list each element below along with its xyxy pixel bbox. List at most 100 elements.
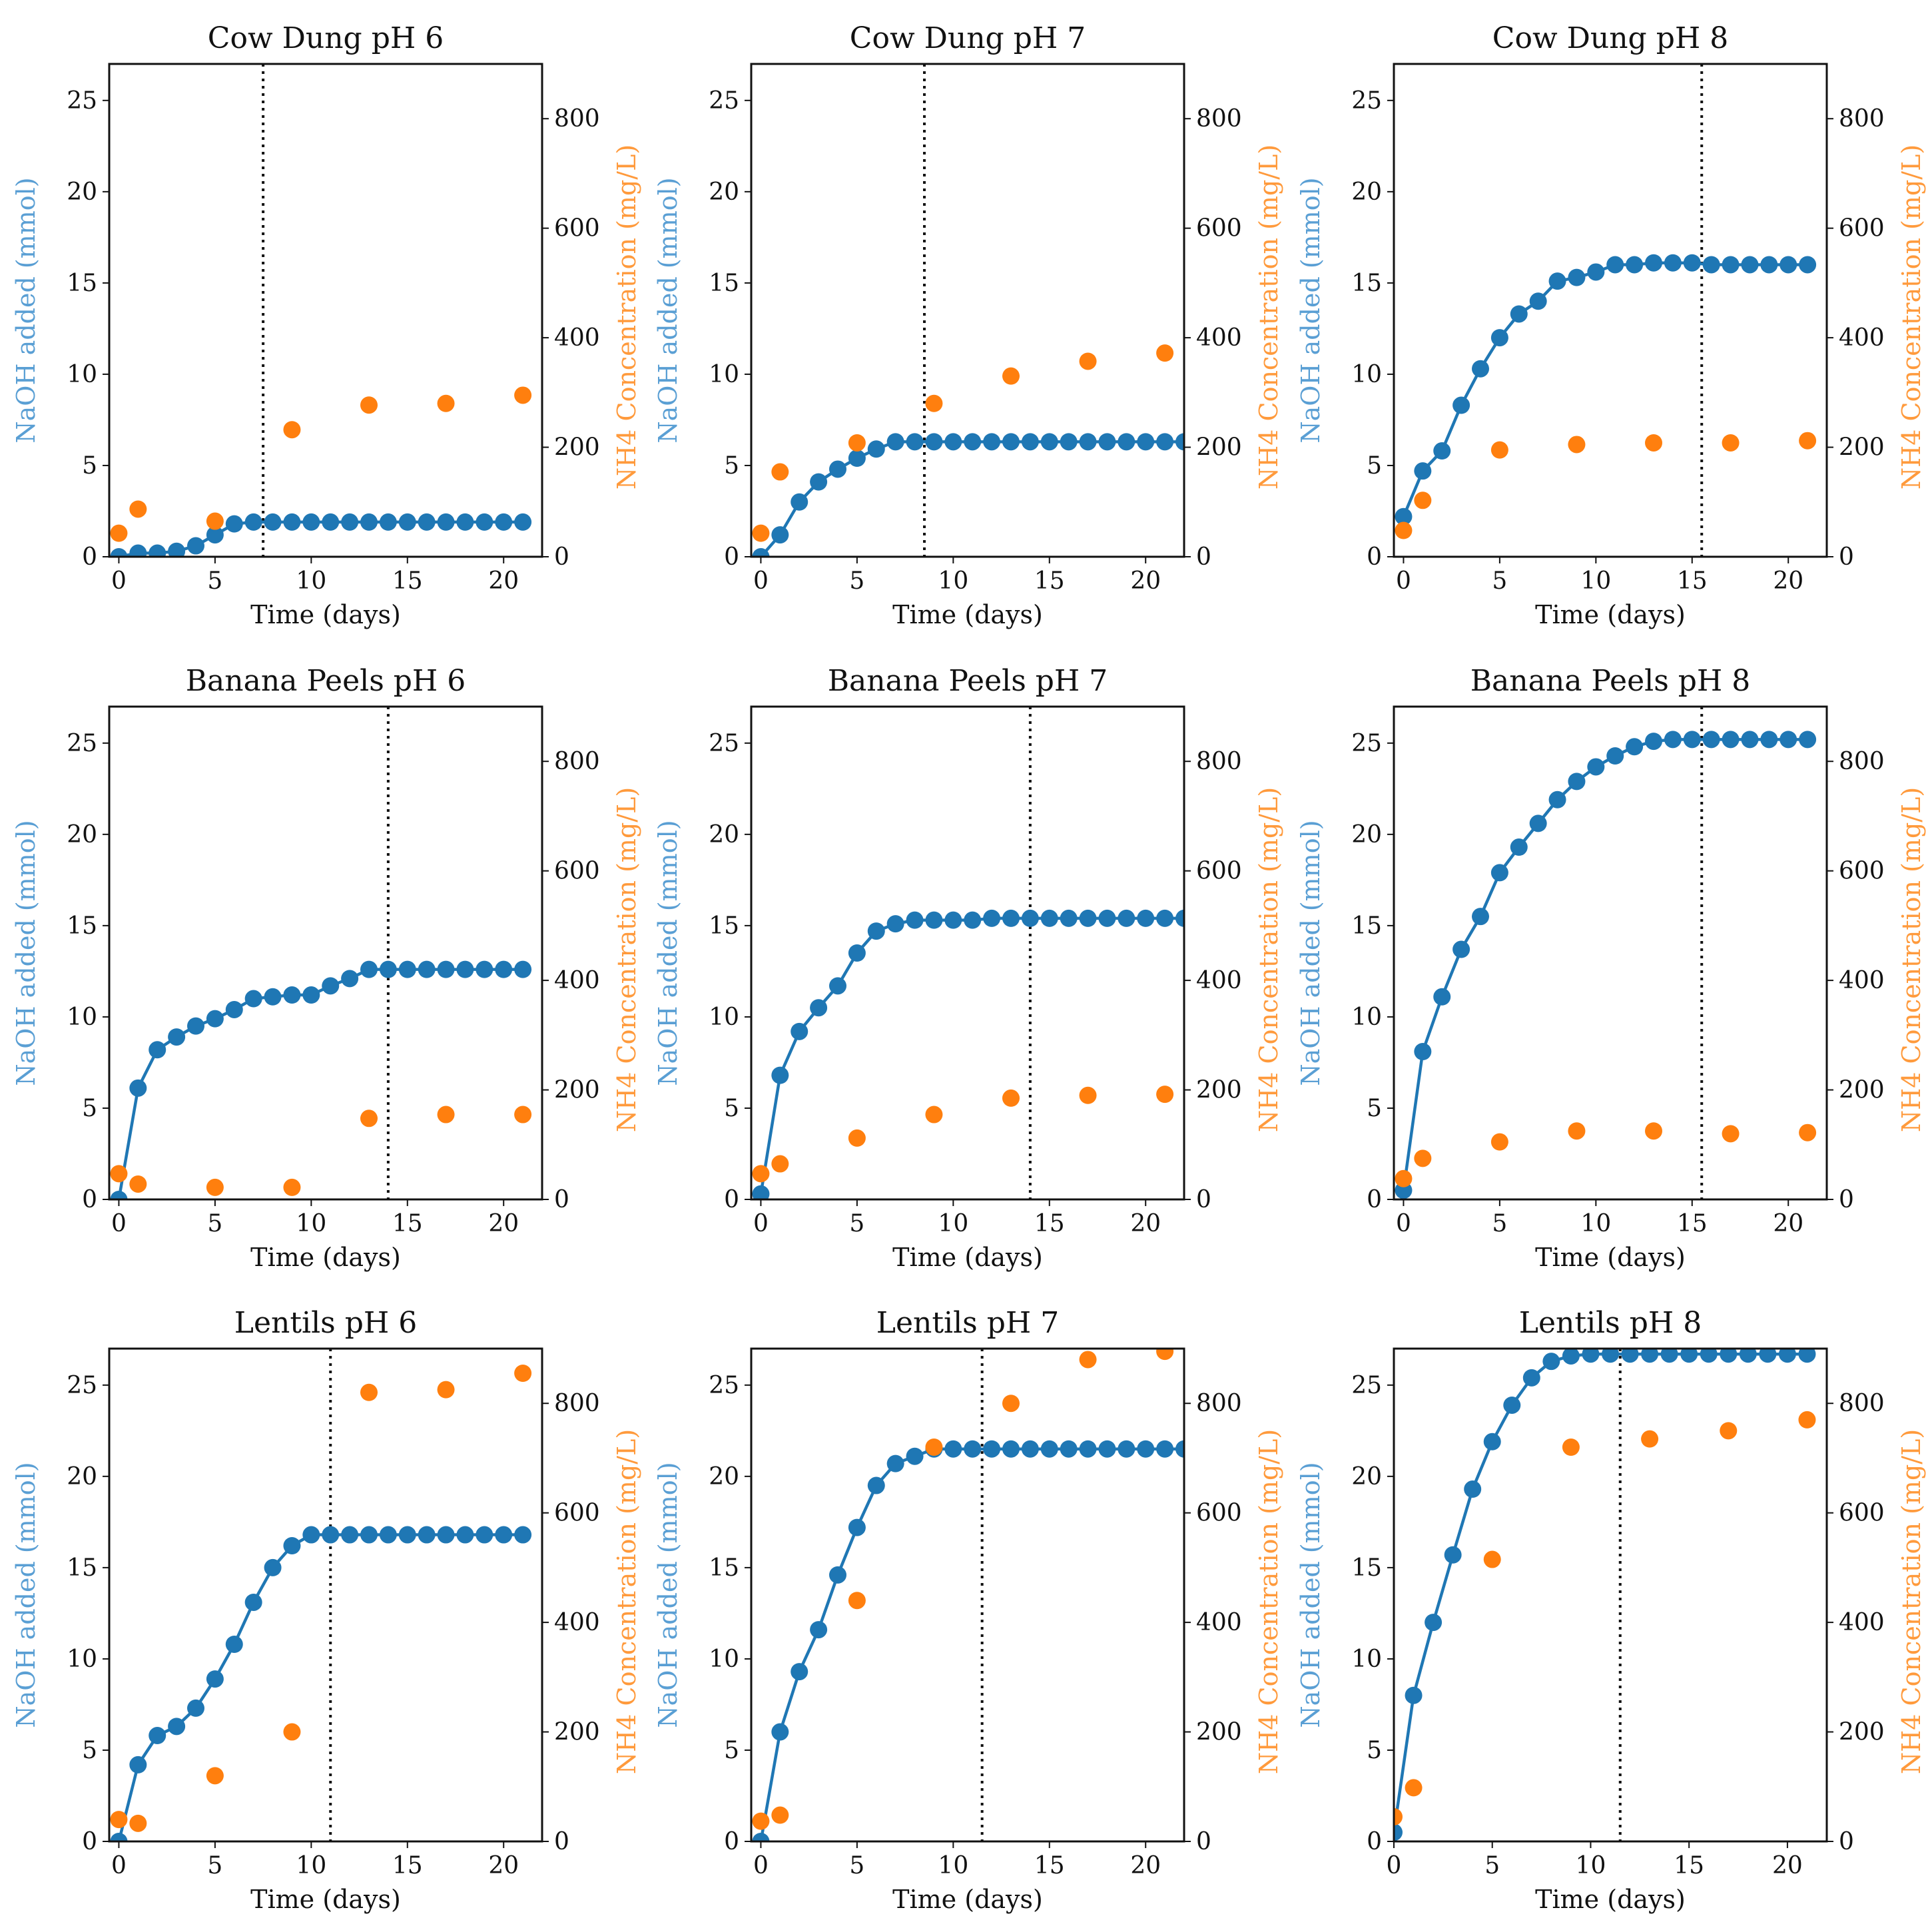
y-left-axis-label: NaOH added (mmol) bbox=[653, 1462, 683, 1728]
y-right-tick-label: 400 bbox=[1196, 1609, 1242, 1636]
y-right-axis-label: NH4 Concentration (mg/L) bbox=[1254, 787, 1283, 1132]
naoh-point bbox=[771, 526, 789, 544]
nh4-point bbox=[1568, 1122, 1586, 1140]
naoh-point bbox=[1529, 292, 1547, 310]
naoh-point bbox=[1626, 738, 1644, 756]
naoh-point bbox=[1425, 1614, 1443, 1632]
naoh-point bbox=[1137, 909, 1155, 927]
y-left-axis-label: NaOH added (mmol) bbox=[11, 177, 41, 443]
naoh-series-line bbox=[117, 968, 523, 1199]
y-right-tick-label: 0 bbox=[1196, 1186, 1211, 1213]
x-tick-label: 10 bbox=[1576, 1852, 1606, 1879]
plot-area bbox=[752, 1349, 1184, 1841]
subplot-title: Banana Peels pH 8 bbox=[1470, 664, 1751, 698]
naoh-point bbox=[925, 433, 943, 451]
plot-area bbox=[1394, 1349, 1816, 1841]
nh4-point bbox=[206, 1178, 224, 1196]
naoh-point bbox=[906, 1447, 924, 1465]
naoh-point bbox=[225, 515, 243, 533]
y-left-axis-label: NaOH added (mmol) bbox=[1296, 1462, 1325, 1728]
axes-frame bbox=[1393, 705, 1828, 1201]
naoh-point bbox=[1175, 433, 1184, 451]
naoh-point bbox=[1680, 1349, 1698, 1363]
naoh-point bbox=[1760, 731, 1778, 749]
naoh-point bbox=[110, 1191, 128, 1199]
naoh-series-line bbox=[119, 520, 523, 557]
naoh-point bbox=[476, 960, 493, 978]
naoh-point bbox=[379, 513, 397, 531]
plot-area bbox=[1395, 707, 1817, 1199]
naoh-point bbox=[1395, 507, 1413, 525]
naoh-point bbox=[1156, 433, 1174, 451]
nh4-point bbox=[752, 1165, 770, 1183]
naoh-point bbox=[283, 986, 301, 1004]
naoh-point bbox=[398, 1526, 416, 1544]
naoh-point bbox=[398, 513, 416, 531]
naoh-point bbox=[341, 970, 359, 988]
naoh-point bbox=[810, 1621, 828, 1639]
y-left-tick-label: 25 bbox=[709, 730, 739, 757]
y-left-tick-label: 0 bbox=[724, 543, 739, 571]
y-right-tick-label: 800 bbox=[1196, 748, 1242, 775]
y-left-tick-label: 0 bbox=[724, 1828, 739, 1855]
y-left-tick-label: 20 bbox=[67, 821, 97, 848]
x-axis-label: Time (days) bbox=[892, 1243, 1043, 1272]
naoh-point bbox=[1641, 1349, 1659, 1363]
x-axis-label: Time (days) bbox=[1535, 600, 1686, 629]
nh4-point bbox=[1395, 521, 1413, 539]
naoh-point bbox=[1702, 256, 1720, 274]
y-right-tick-label: 0 bbox=[554, 543, 569, 571]
naoh-point bbox=[983, 1440, 1001, 1458]
y-right-axis-label: NH4 Concentration (mg/L) bbox=[1254, 1429, 1283, 1774]
naoh-point bbox=[1542, 1353, 1560, 1371]
y-left-tick-label: 15 bbox=[67, 1554, 97, 1582]
naoh-point bbox=[1414, 462, 1432, 480]
naoh-point bbox=[944, 1440, 962, 1458]
naoh-point bbox=[495, 960, 513, 978]
naoh-point bbox=[1660, 1349, 1678, 1363]
naoh-point bbox=[1700, 1349, 1718, 1363]
axes-frame bbox=[108, 1347, 543, 1843]
y-left-tick-label: 25 bbox=[67, 730, 97, 757]
nh4-point bbox=[1562, 1439, 1580, 1456]
plot-area bbox=[110, 707, 532, 1199]
nh4-point bbox=[283, 1178, 301, 1196]
nh4-point bbox=[360, 1110, 378, 1127]
axes-frame bbox=[1393, 63, 1828, 558]
x-tick-label: 20 bbox=[488, 1852, 519, 1879]
y-right-tick-label: 400 bbox=[554, 967, 600, 994]
y-right-axis-label: NH4 Concentration (mg/L) bbox=[612, 1429, 641, 1774]
nh4-point bbox=[1414, 1149, 1432, 1167]
plot-area bbox=[1395, 64, 1817, 557]
naoh-point bbox=[1156, 909, 1174, 927]
nh4-point bbox=[1490, 1133, 1508, 1151]
y-left-axis-label: NaOH added (mmol) bbox=[653, 177, 683, 443]
y-right-tick-label: 600 bbox=[554, 1500, 600, 1527]
y-left-tick-label: 5 bbox=[82, 1737, 97, 1764]
y-right-tick-label: 400 bbox=[1839, 1609, 1885, 1636]
naoh-point bbox=[129, 1756, 147, 1773]
naoh-point bbox=[322, 977, 340, 995]
x-tick-label: 15 bbox=[392, 1852, 423, 1879]
naoh-point bbox=[1522, 1369, 1540, 1387]
naoh-point bbox=[1779, 256, 1797, 274]
nh4-point bbox=[1405, 1779, 1423, 1797]
naoh-point bbox=[810, 473, 828, 491]
subplot-6: Banana Peels pH 80 5 10 15 20051015202502004… bbox=[1296, 664, 1926, 1272]
x-tick-label: 20 bbox=[1130, 1852, 1161, 1879]
naoh-point bbox=[1587, 758, 1605, 776]
y-left-tick-label: 0 bbox=[1367, 543, 1382, 571]
naoh-point bbox=[187, 1699, 204, 1717]
naoh-point bbox=[1414, 1043, 1432, 1060]
axes-frame bbox=[750, 705, 1185, 1201]
y-left-tick-label: 5 bbox=[724, 1737, 739, 1764]
x-axis-label: Time (days) bbox=[892, 1885, 1043, 1914]
naoh-point bbox=[225, 1000, 243, 1018]
nh4-point bbox=[771, 1155, 789, 1173]
naoh-point bbox=[1002, 909, 1020, 927]
y-left-tick-label: 5 bbox=[82, 1095, 97, 1122]
y-left-tick-label: 5 bbox=[724, 1095, 739, 1122]
naoh-point bbox=[1433, 442, 1451, 460]
naoh-point bbox=[1394, 1823, 1403, 1841]
subplot-4: Banana Peels pH 60 5 10 15 20051015202502004… bbox=[11, 664, 641, 1272]
